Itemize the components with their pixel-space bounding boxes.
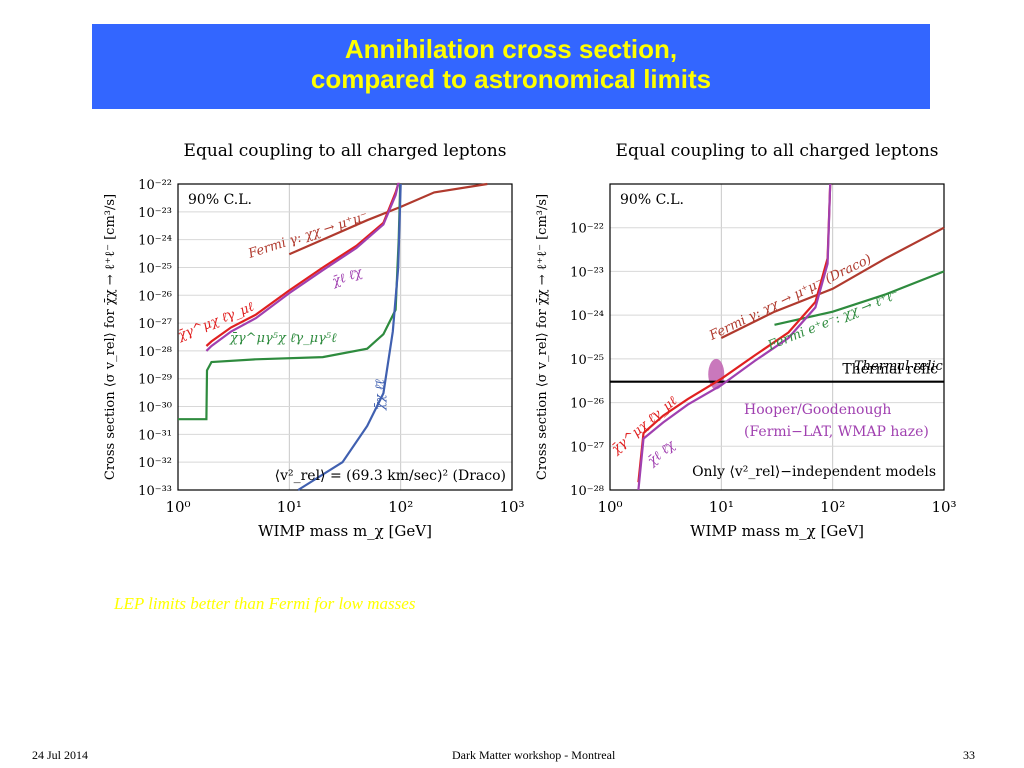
left-chart: Equal coupling to all charged leptons 10⁰… [103, 141, 525, 540]
annotation-thermal-relic: Thermal relic [842, 362, 938, 378]
footer-date: 24 Jul 2014 [32, 748, 89, 762]
x-tick-label: 10⁰ [165, 498, 190, 516]
y-tick-label: 10⁻²⁷ [138, 317, 172, 332]
annotation-fermi-lat-wmap-haze: (Fermi−LAT, WMAP haze) [744, 424, 929, 440]
y-tick-label: 10⁻²³ [570, 265, 604, 280]
y-axis-label: Cross section ⟨σ v_rel⟩ for χ̄χ → ℓ⁺ℓ⁻ [… [103, 194, 118, 480]
series-line-fermi [288, 182, 488, 256]
annotation-only-v-rel-independent-models: Only ⟨v²_rel⟩−independent models [692, 464, 936, 480]
y-tick-label: 10⁻³¹ [138, 428, 172, 443]
annotation-90-c-l: 90% C.L. [188, 192, 252, 208]
series-line-series [637, 183, 832, 483]
plot-frame [177, 183, 513, 491]
y-tick-label: 10⁻²⁴ [570, 309, 604, 324]
slide-title-line-2: compared to astronomical limits [310, 64, 712, 94]
slide-caption: LEP limits better than Fermi for low mas… [114, 594, 416, 613]
series-line-fermi-e-e [774, 270, 945, 326]
x-axis-label: WIMP mass m_χ [GeV] [690, 522, 864, 540]
y-tick-label: 10⁻²⁶ [138, 289, 172, 304]
chart-title: Equal coupling to all charged leptons [616, 141, 939, 161]
y-tick-label: 10⁻²⁶ [570, 397, 604, 412]
y-tick-label: 10⁻³² [138, 456, 172, 471]
footer-title: Dark Matter workshop - Montreal [452, 748, 616, 762]
plot-frame [609, 183, 945, 491]
series-line-series [205, 182, 400, 352]
annotation-hooper-goodenough: Hooper/Goodenough [744, 402, 891, 418]
y-tick-label: 10⁻³⁰ [138, 401, 172, 416]
y-tick-label: 10⁻²⁴ [138, 234, 172, 249]
y-tick-label: 10⁻³³ [138, 484, 172, 499]
series-label-series: χ̄χ ℓ̄ℓ [373, 379, 388, 411]
annotation-90-c-l: 90% C.L. [620, 192, 684, 208]
annotation-v-rel-69-3-km-sec-draco: ⟨v²_rel⟩ = (69.3 km/sec)² (Draco) [275, 468, 506, 484]
x-tick-label: 10¹ [277, 498, 302, 516]
series-line-series [297, 183, 402, 491]
series-label-series: χ̄ℓ ℓ̄χ [644, 437, 679, 470]
y-tick-label: 10⁻²⁷ [570, 440, 604, 455]
y-axis-label: Cross section ⟨σ v_rel⟩ for χ̄χ → ℓ⁺ℓ⁻ [… [535, 194, 550, 480]
y-tick-label: 10⁻²⁹ [138, 373, 172, 388]
series-label-thermal-relic: Thermal relic [854, 359, 944, 374]
series-line-series [637, 183, 832, 491]
x-tick-label: 10⁰ [597, 498, 622, 516]
chart-title: Equal coupling to all charged leptons [184, 141, 507, 161]
y-tick-label: 10⁻²⁸ [570, 484, 604, 499]
y-tick-label: 10⁻²² [570, 222, 604, 237]
series-label-series: χ̄γ^μγ⁵χ ℓ̄γ_μγ⁵ℓ [229, 331, 337, 346]
slide-title: Annihilation cross section, compared to … [92, 24, 930, 109]
x-tick-label: 10¹ [709, 498, 734, 516]
footer-page-number: 33 [963, 748, 975, 762]
x-tick-label: 10² [820, 498, 845, 516]
y-tick-label: 10⁻²² [138, 178, 172, 193]
series-line-fermi-draco [720, 226, 945, 339]
x-tick-label: 10³ [499, 498, 524, 516]
x-tick-label: 10³ [931, 498, 956, 516]
y-tick-label: 10⁻²⁵ [138, 261, 172, 276]
x-axis-label: WIMP mass m_χ [GeV] [258, 522, 432, 540]
series-label-series: χ̄ℓ ℓ̄χ [329, 265, 365, 290]
series-label-fermi: Fermi γ: χχ → μ⁺μ⁻ [246, 209, 370, 262]
y-tick-label: 10⁻²⁵ [570, 353, 604, 368]
y-tick-label: 10⁻²⁸ [138, 345, 172, 360]
slide-title-line-1: Annihilation cross section, [344, 34, 678, 64]
right-chart: Equal coupling to all charged leptons 10⁰… [535, 141, 957, 540]
y-tick-label: 10⁻²³ [138, 206, 172, 221]
x-tick-label: 10² [388, 498, 413, 516]
